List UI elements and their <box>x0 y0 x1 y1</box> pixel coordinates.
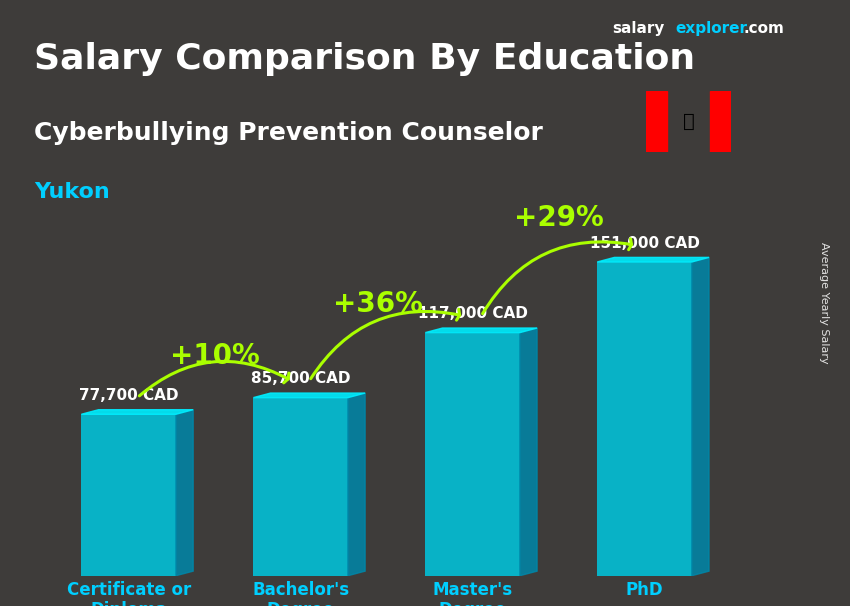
Text: Yukon: Yukon <box>34 182 110 202</box>
Polygon shape <box>82 410 193 415</box>
Text: +36%: +36% <box>333 290 423 318</box>
Polygon shape <box>692 258 709 576</box>
Text: .com: .com <box>744 21 785 36</box>
Bar <box>253 398 348 576</box>
Polygon shape <box>520 328 537 576</box>
Polygon shape <box>425 328 537 333</box>
Text: Average Yearly Salary: Average Yearly Salary <box>819 242 829 364</box>
Text: Cyberbullying Prevention Counselor: Cyberbullying Prevention Counselor <box>34 121 543 145</box>
Text: 117,000 CAD: 117,000 CAD <box>417 306 528 321</box>
Bar <box>598 262 692 576</box>
Text: 77,700 CAD: 77,700 CAD <box>79 388 178 403</box>
Text: 85,700 CAD: 85,700 CAD <box>251 371 350 386</box>
Bar <box>710 91 731 152</box>
Text: Salary Comparison By Education: Salary Comparison By Education <box>34 42 695 76</box>
Bar <box>82 415 176 576</box>
Polygon shape <box>348 393 366 576</box>
Text: +29%: +29% <box>513 204 604 232</box>
Text: +10%: +10% <box>170 342 259 370</box>
Polygon shape <box>253 393 366 398</box>
Text: 🍁: 🍁 <box>683 112 694 131</box>
Bar <box>425 333 520 576</box>
Bar <box>646 91 667 152</box>
Text: 151,000 CAD: 151,000 CAD <box>590 236 700 250</box>
Polygon shape <box>598 258 709 262</box>
Text: salary: salary <box>612 21 665 36</box>
Text: explorer: explorer <box>676 21 748 36</box>
Polygon shape <box>176 410 193 576</box>
